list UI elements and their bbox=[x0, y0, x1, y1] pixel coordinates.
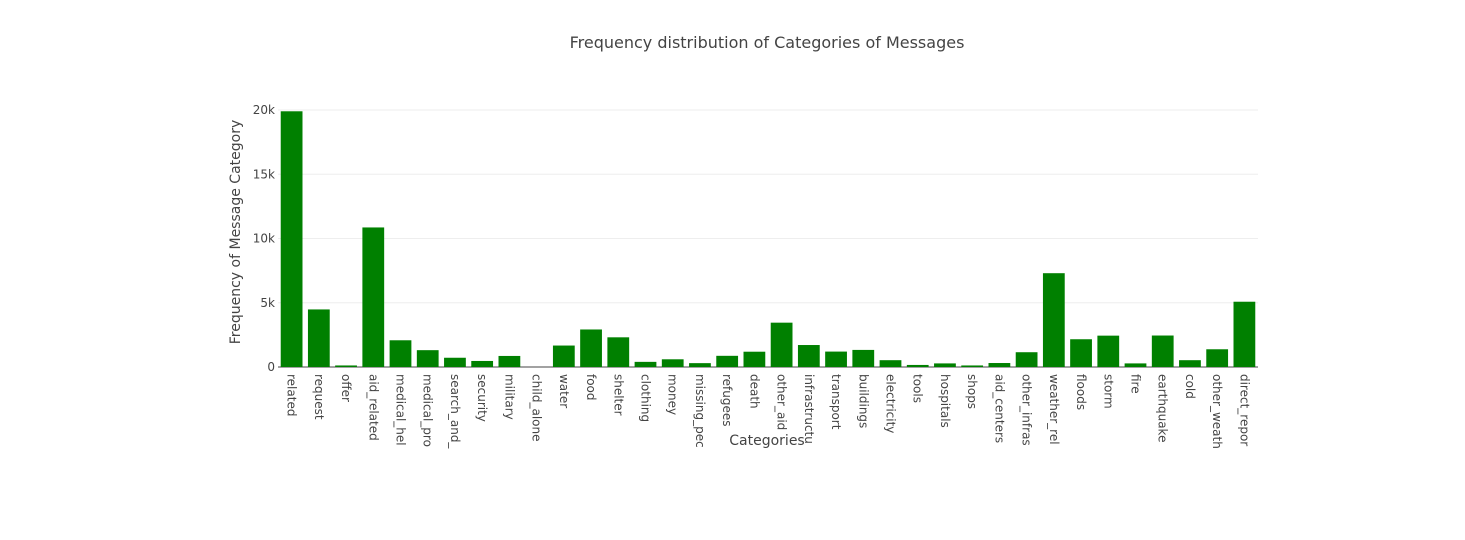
x-tick-label: transport bbox=[829, 374, 843, 430]
bar-shelter bbox=[607, 337, 630, 367]
bar-security bbox=[471, 360, 494, 367]
bar-aid_centers bbox=[988, 363, 1011, 367]
x-tick-label: shelter bbox=[611, 374, 625, 416]
x-tick-label: request bbox=[312, 374, 326, 420]
x-tick-label: death bbox=[747, 374, 761, 409]
bar-fire bbox=[1124, 363, 1147, 367]
bar-related bbox=[280, 111, 303, 367]
x-tick-label: storm bbox=[1101, 374, 1115, 409]
x-tick-labels: related request offer aid_related medical_he… bbox=[285, 374, 1252, 449]
bar-medical_help bbox=[389, 340, 412, 367]
x-tick-label: cold bbox=[1183, 374, 1197, 399]
bar-storm bbox=[1097, 335, 1120, 367]
bar-electricity bbox=[879, 360, 902, 367]
x-tick-label: electricity bbox=[884, 374, 898, 433]
bar-hospitals bbox=[934, 363, 956, 367]
bar-medical_products bbox=[416, 350, 439, 367]
bar-floods bbox=[1070, 339, 1092, 367]
x-tick-label: shops bbox=[965, 374, 979, 409]
x-tick-label: missing_pec bbox=[693, 374, 707, 448]
x-tick-label: other_weath bbox=[1210, 374, 1224, 449]
bar-refugees bbox=[716, 355, 739, 367]
bar-military bbox=[498, 355, 521, 367]
y-tick-label: 0 bbox=[267, 360, 275, 374]
y-tick-label: 5k bbox=[260, 296, 275, 310]
x-tick-label: money bbox=[666, 374, 680, 415]
bar-offer bbox=[335, 365, 357, 367]
bar-shops bbox=[961, 365, 984, 367]
bar-water bbox=[552, 345, 575, 367]
x-tick-label: direct_repor bbox=[1237, 374, 1251, 446]
x-tick-label: refugees bbox=[720, 374, 734, 427]
x-tick-label: food bbox=[584, 374, 598, 401]
bar-cold bbox=[1179, 360, 1201, 367]
x-tick-label: buildings bbox=[856, 374, 870, 428]
bar-infrastructure_related bbox=[797, 345, 820, 367]
bar-search_and_rescue bbox=[444, 357, 466, 367]
x-tick-label: infrastructu bbox=[802, 374, 816, 444]
x-tick-label: aid_centers bbox=[992, 374, 1006, 443]
y-tick-label: 20k bbox=[253, 103, 275, 117]
x-tick-label: medical_pro bbox=[421, 374, 435, 447]
bars bbox=[280, 111, 1256, 367]
x-tick-label: fire bbox=[1129, 374, 1143, 394]
bar-clothing bbox=[634, 361, 657, 367]
bar-tools bbox=[906, 364, 929, 367]
y-axis-title: Frequency of Message Category bbox=[228, 120, 244, 344]
bar-money bbox=[661, 359, 684, 367]
x-tick-label: security bbox=[475, 374, 489, 422]
x-tick-label: clothing bbox=[639, 374, 653, 422]
bar-direct_report bbox=[1233, 301, 1256, 367]
x-tick-label: other_infras bbox=[1020, 374, 1034, 446]
x-tick-label: aid_related bbox=[366, 374, 380, 441]
x-tick-label: water bbox=[557, 374, 571, 408]
x-tick-label: weather_rel bbox=[1047, 374, 1061, 445]
bar-missing_people bbox=[689, 363, 711, 367]
x-tick-label: other_aid bbox=[775, 374, 789, 430]
x-tick-label: child_alone bbox=[530, 374, 544, 442]
bar-other_aid bbox=[770, 322, 793, 367]
bar-earthquake bbox=[1151, 335, 1174, 367]
x-axis-title: Categories bbox=[729, 433, 804, 449]
x-tick-label: earthquake bbox=[1156, 374, 1170, 442]
bar-request bbox=[307, 309, 330, 367]
x-tick-label: search_and_ bbox=[448, 374, 462, 449]
x-tick-label: medical_hel bbox=[394, 374, 408, 446]
bar-buildings bbox=[852, 349, 875, 367]
x-tick-label: related bbox=[285, 374, 299, 416]
bar-transport bbox=[825, 351, 847, 367]
chart-title: Frequency distribution of Categories of … bbox=[570, 33, 965, 52]
bar-other_weather bbox=[1206, 349, 1229, 367]
x-tick-label: military bbox=[502, 374, 516, 420]
gridlines bbox=[278, 109, 1258, 368]
x-tick-label: tools bbox=[911, 374, 925, 403]
bar-weather_related bbox=[1042, 273, 1065, 367]
y-tick-label: 15k bbox=[253, 167, 275, 181]
bar-aid_related bbox=[362, 227, 385, 367]
bar-other_infrastructure bbox=[1015, 352, 1038, 367]
bar-death bbox=[743, 351, 766, 367]
x-tick-label: offer bbox=[339, 374, 353, 402]
x-tick-label: hospitals bbox=[938, 374, 952, 428]
bar-food bbox=[580, 329, 602, 367]
y-tick-labels: 0 5k 10k 15k 20k bbox=[253, 103, 275, 374]
x-tick-label: floods bbox=[1074, 374, 1088, 410]
y-tick-label: 10k bbox=[253, 232, 275, 246]
